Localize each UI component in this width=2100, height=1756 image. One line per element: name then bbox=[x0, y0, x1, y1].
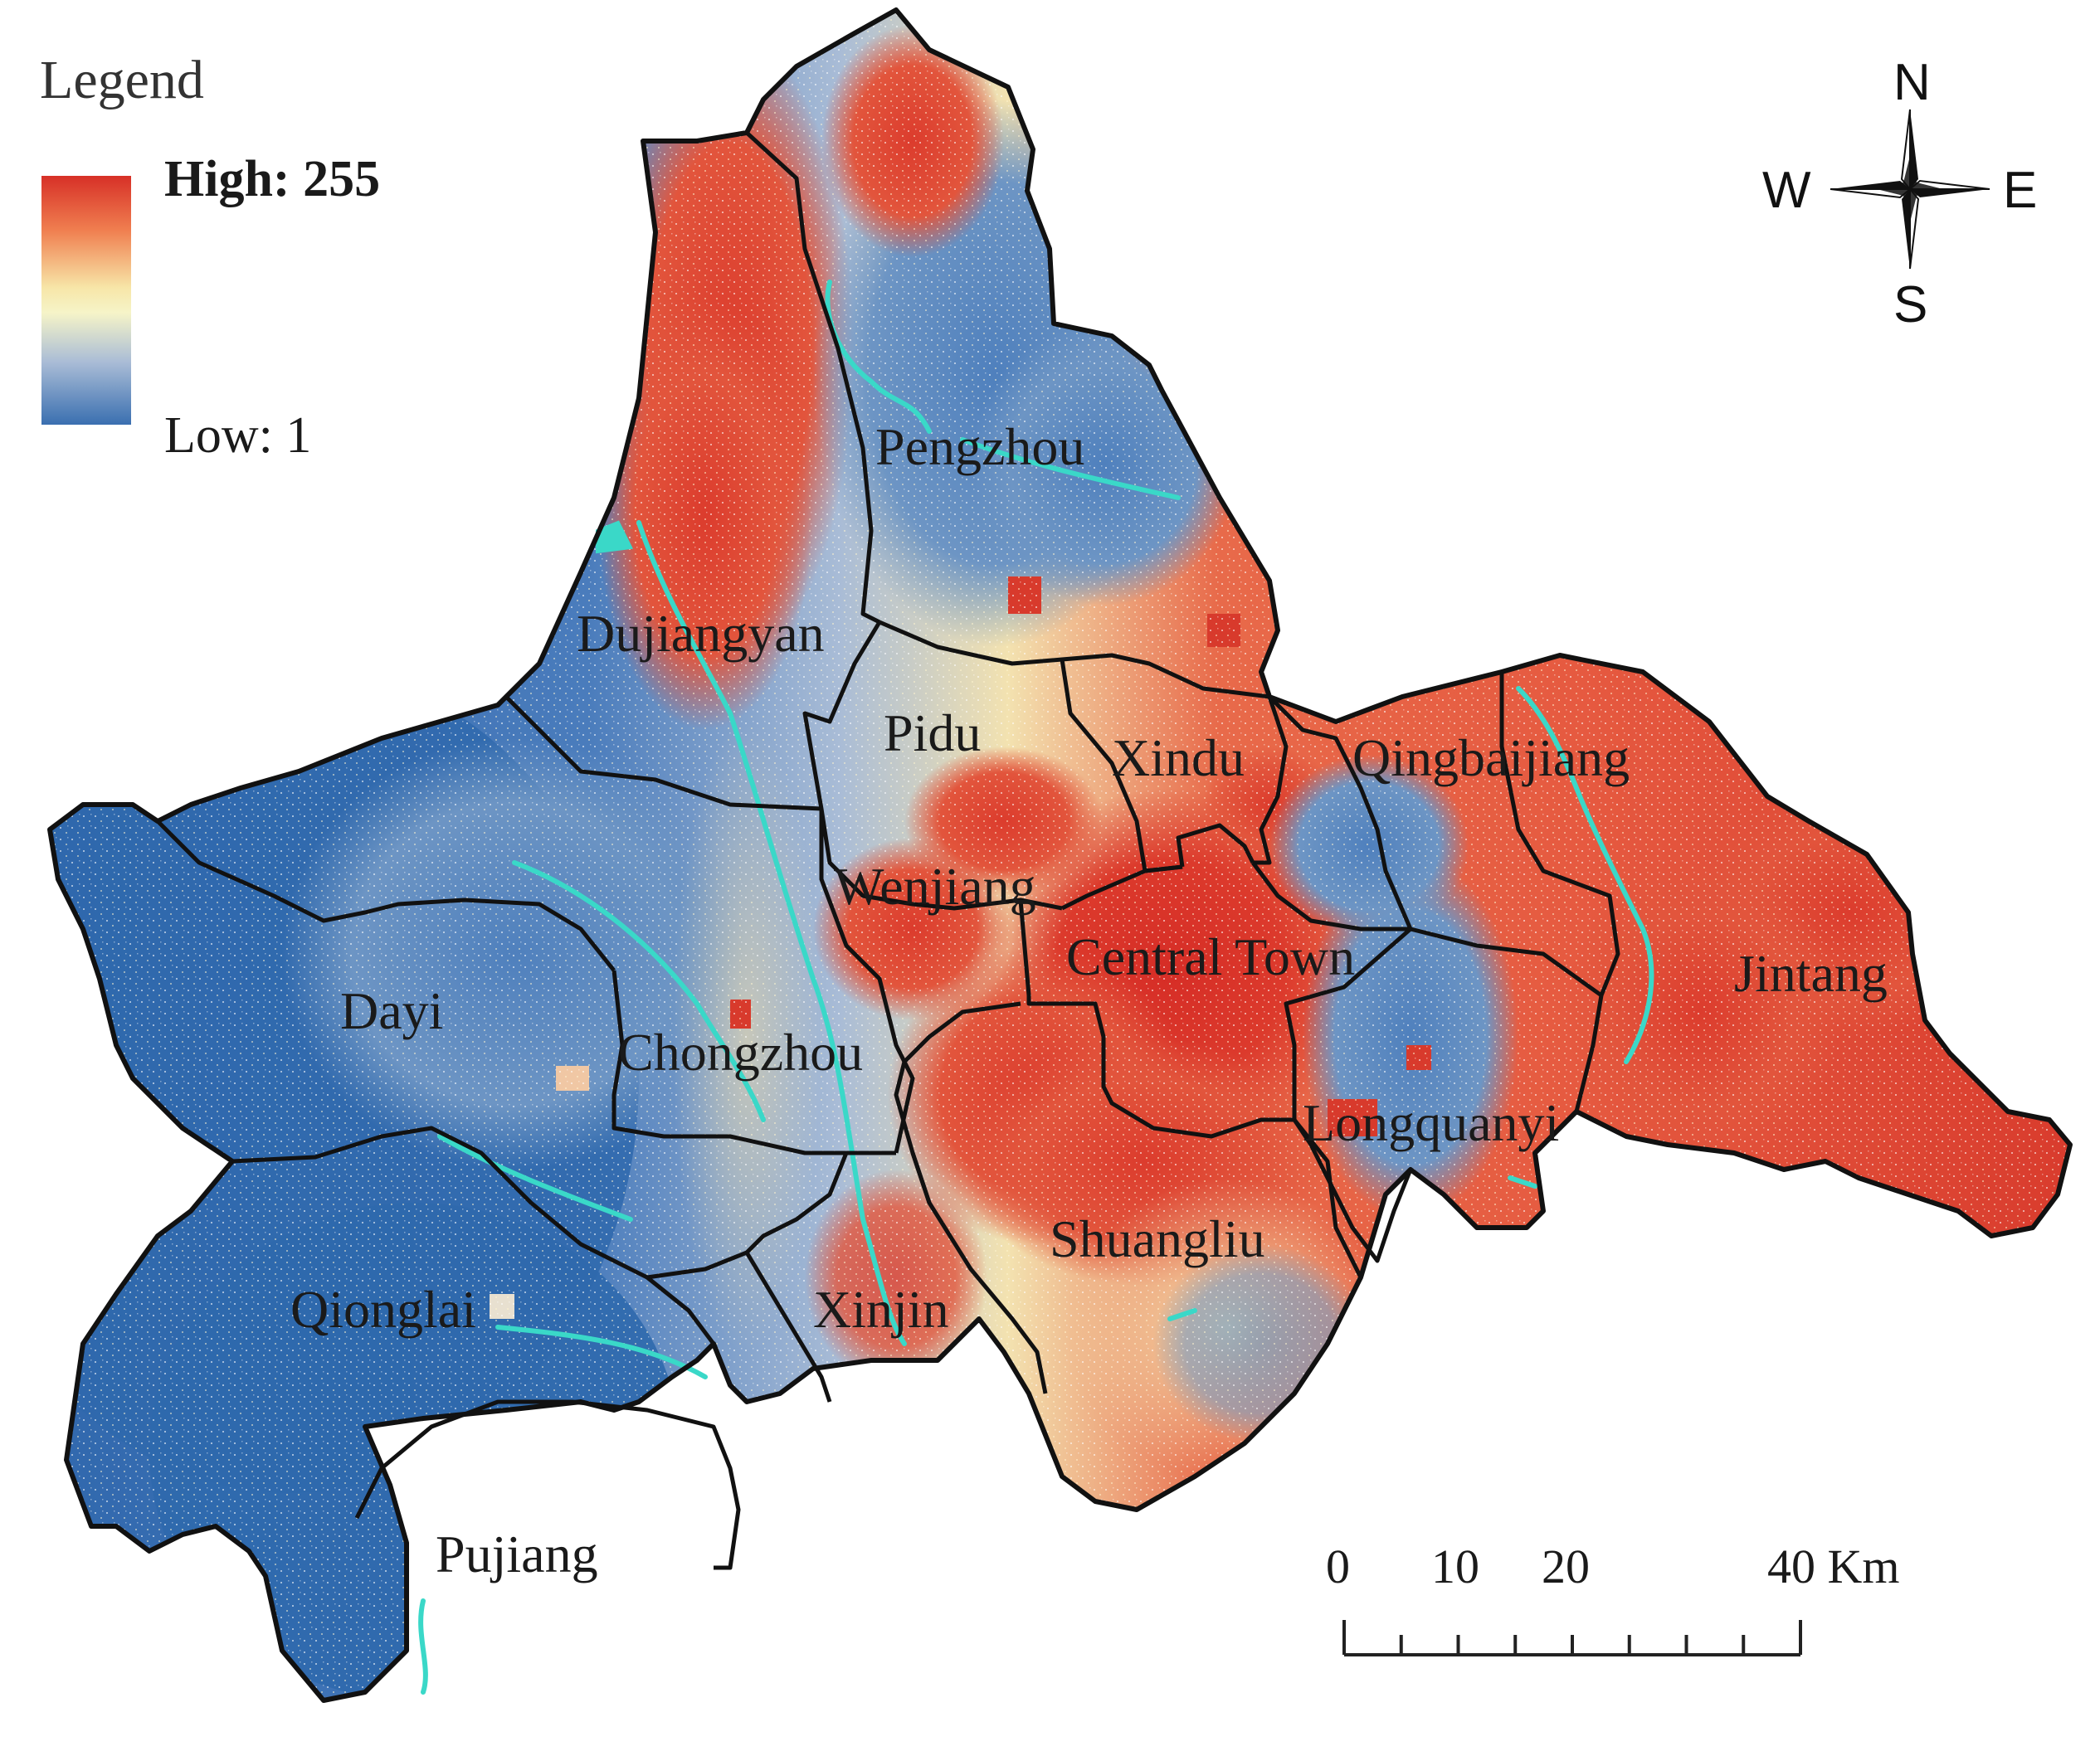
district-label-pidu: Pidu bbox=[884, 703, 981, 762]
legend-low-label: Low: 1 bbox=[164, 407, 311, 464]
district-labels: Pengzhou Dujiangyan Pidu Xindu Qingbaiji… bbox=[290, 417, 1888, 1583]
scale-bar-ticks bbox=[1342, 1620, 1802, 1656]
district-label-xinjin: Xinjin bbox=[813, 1280, 949, 1339]
district-label-pengzhou: Pengzhou bbox=[875, 417, 1084, 476]
rivers bbox=[418, 280, 1654, 1695]
district-boundaries bbox=[156, 131, 1620, 1570]
district-label-wenjiang: Wenjiang bbox=[834, 857, 1036, 916]
scale-bar: 0 10 20 40 Km bbox=[1326, 1540, 1900, 1656]
district-label-dujiangyan: Dujiangyan bbox=[577, 604, 825, 663]
scale-label-0: 0 bbox=[1326, 1540, 1350, 1593]
district-label-central-town: Central Town bbox=[1066, 927, 1355, 986]
compass-label-w: W bbox=[1762, 162, 1811, 219]
north-arrow: N S E W bbox=[1762, 54, 2037, 333]
district-label-longquanyi: Longquanyi bbox=[1303, 1093, 1559, 1152]
district-label-chongzhou: Chongzhou bbox=[618, 1023, 863, 1082]
district-label-qingbaijiang: Qingbaijiang bbox=[1352, 728, 1630, 787]
legend: Legend High: 255 Low: 1 bbox=[40, 50, 380, 464]
legend-title: Legend bbox=[40, 50, 204, 110]
district-label-shuangliu: Shuangliu bbox=[1050, 1209, 1265, 1268]
legend-color-ramp bbox=[41, 176, 131, 425]
compass-label-e: E bbox=[2003, 162, 2037, 219]
compass-label-s: S bbox=[1893, 276, 1927, 333]
district-label-xindu: Xindu bbox=[1112, 728, 1245, 787]
scale-label-20: 20 bbox=[1542, 1540, 1590, 1593]
district-label-qionglai: Qionglai bbox=[290, 1280, 476, 1339]
compass-label-n: N bbox=[1893, 54, 1931, 111]
district-label-dayi: Dayi bbox=[340, 981, 443, 1040]
district-label-pujiang: Pujiang bbox=[436, 1525, 598, 1583]
scale-label-40: 40 Km bbox=[1767, 1540, 1900, 1593]
district-label-jintang: Jintang bbox=[1734, 944, 1888, 1003]
legend-high-label: High: 255 bbox=[164, 151, 380, 207]
scale-label-10: 10 bbox=[1431, 1540, 1479, 1593]
